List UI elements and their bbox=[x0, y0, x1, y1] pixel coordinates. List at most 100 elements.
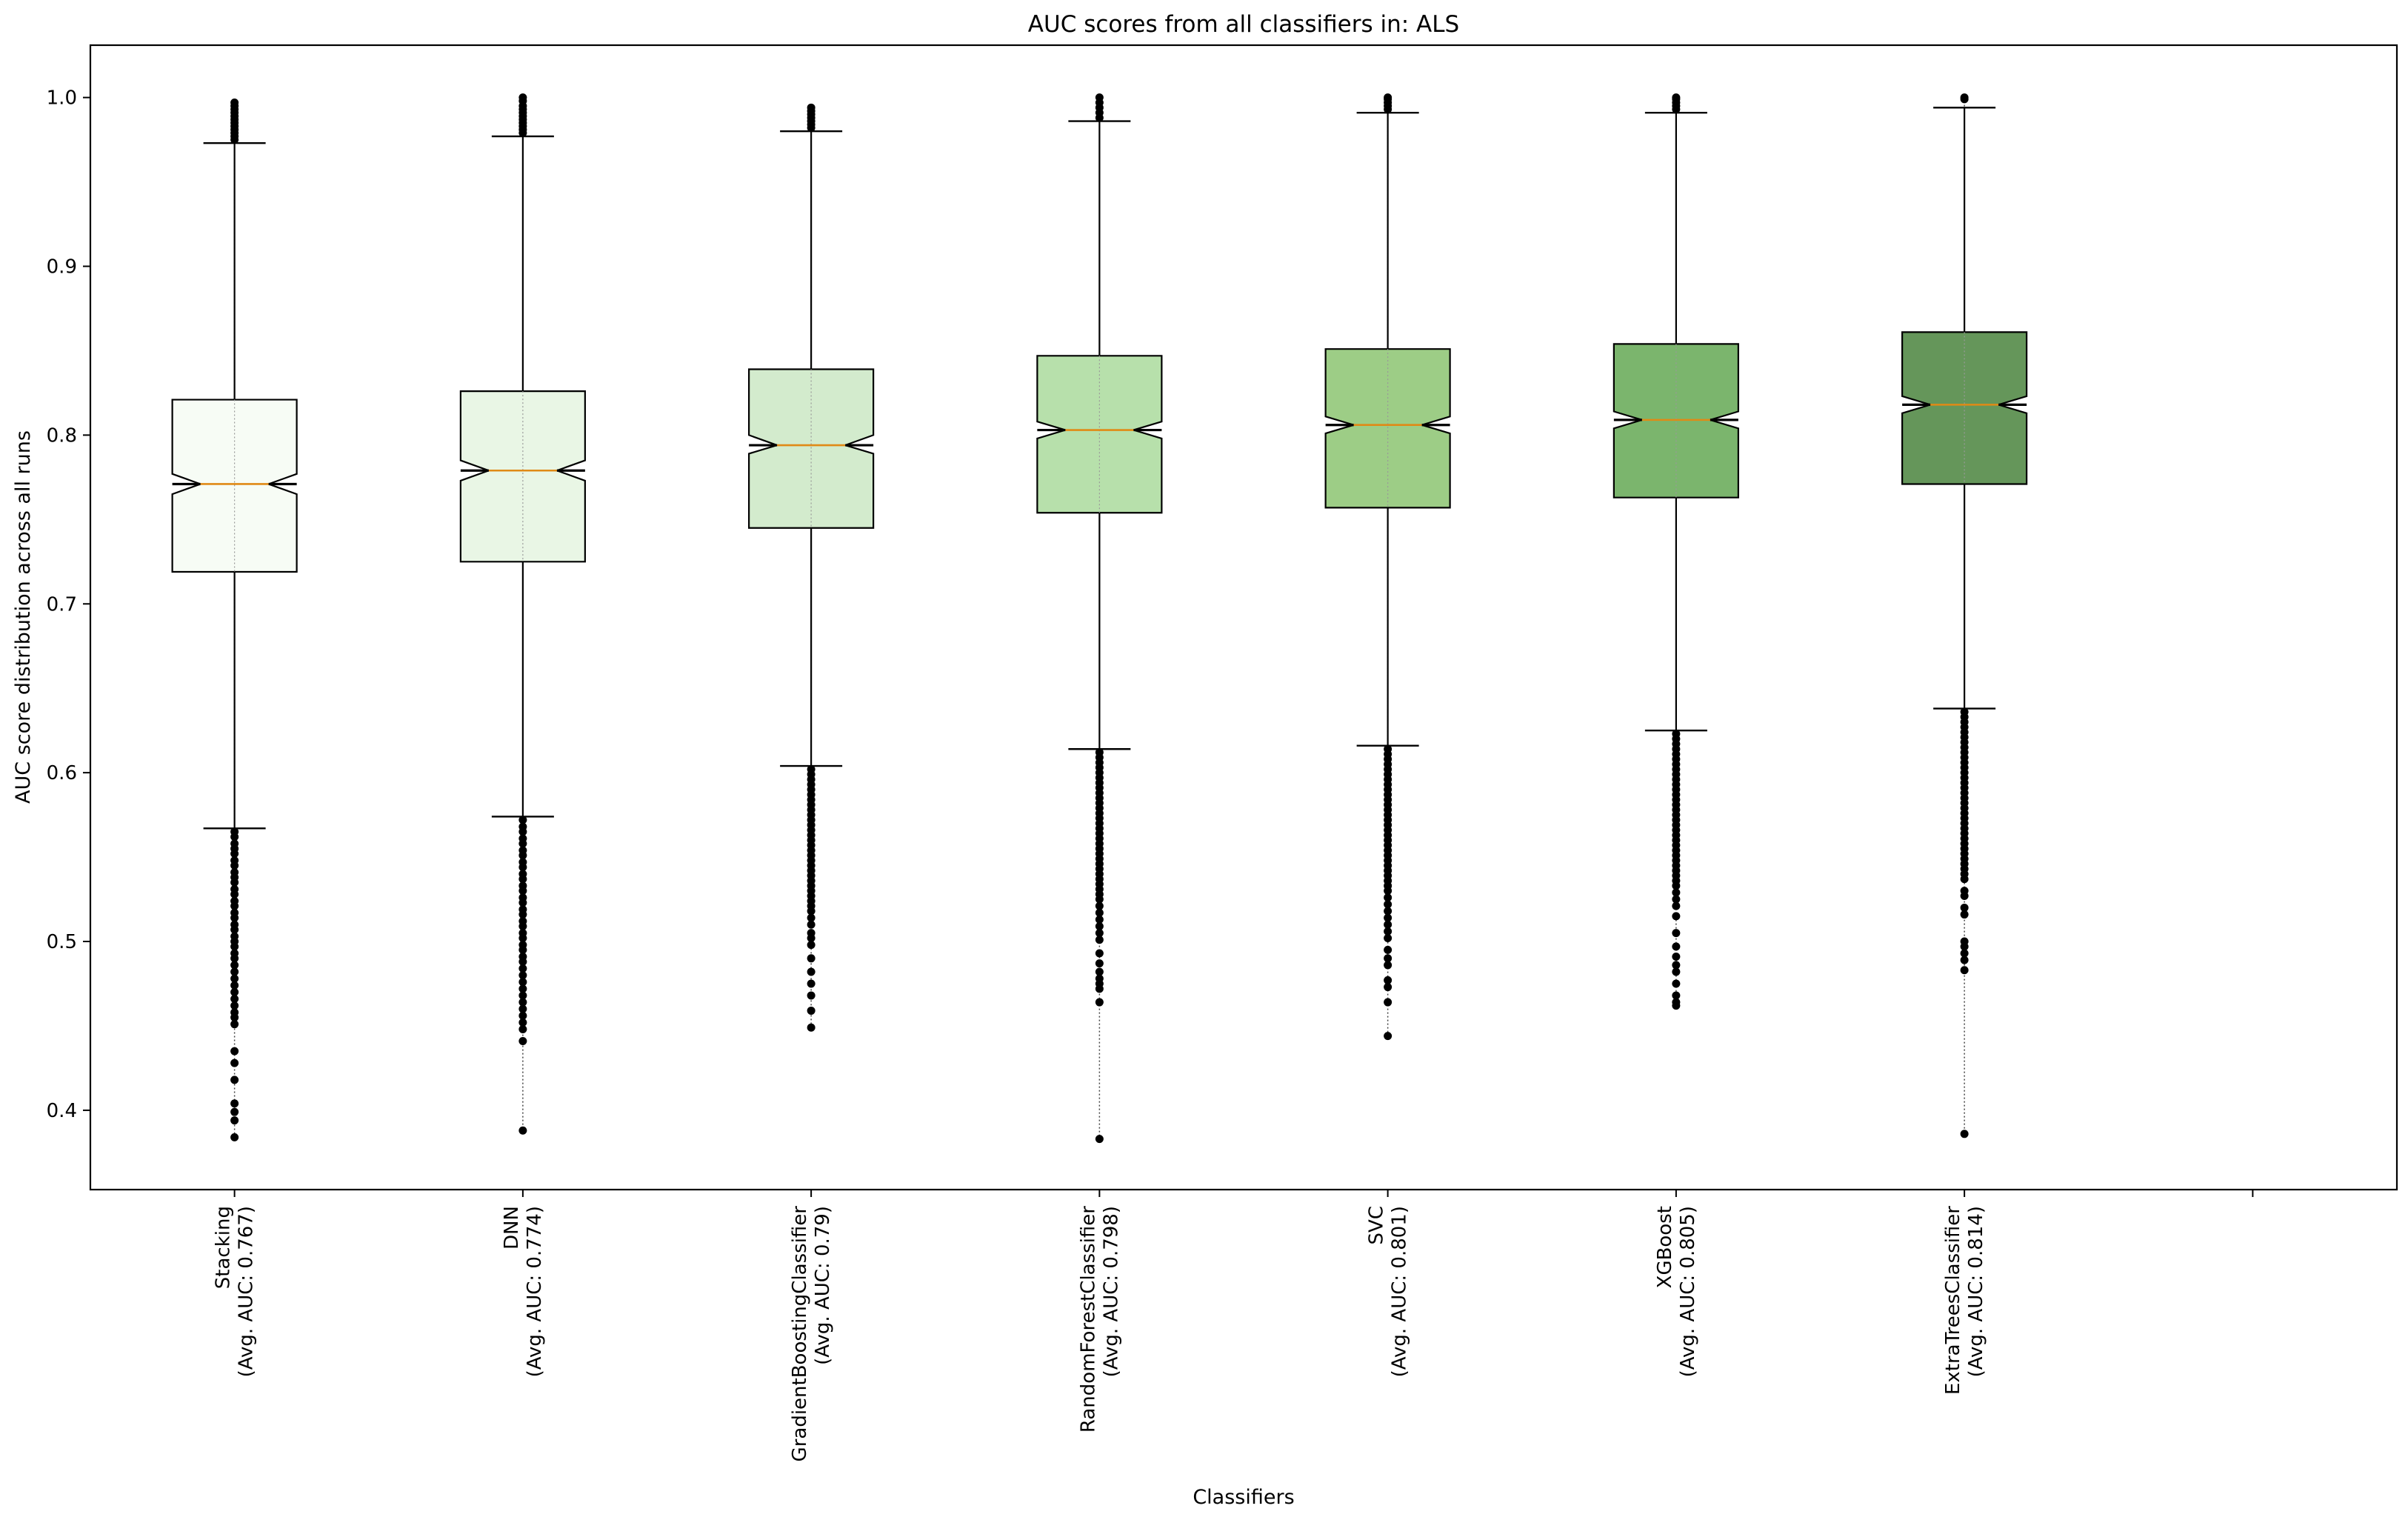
outlier-point bbox=[518, 887, 527, 896]
x-tick-label-avg: (Avg. AUC: 0.814) bbox=[1965, 1206, 1987, 1377]
x-tick-label-name: ExtraTreesClassifier bbox=[1942, 1206, 1964, 1395]
x-tick-label-name: GradientBoostingClassifier bbox=[789, 1206, 811, 1462]
outlier-point bbox=[518, 964, 527, 973]
outlier-point bbox=[230, 987, 239, 996]
x-tick-label-ExtraTreesClassifier: ExtraTreesClassifier(Avg. AUC: 0.814) bbox=[1942, 1206, 1987, 1395]
outlier-point bbox=[1960, 903, 1969, 912]
outlier-point bbox=[1960, 910, 1969, 919]
outlier-point bbox=[1384, 907, 1393, 916]
outlier-point bbox=[1095, 922, 1104, 931]
outlier-point bbox=[230, 878, 239, 887]
box-group-ExtraTreesClassifier bbox=[1901, 93, 2028, 1138]
outlier-point bbox=[1095, 929, 1104, 938]
outlier-point bbox=[807, 103, 816, 112]
outlier-point bbox=[1672, 991, 1681, 1000]
outlier-point bbox=[518, 984, 527, 993]
x-tick-label-name: RandomForestClassifier bbox=[1077, 1206, 1099, 1433]
y-tick-label: 0.4 bbox=[47, 1100, 77, 1122]
x-tick-label-SVC: SVC(Avg. AUC: 0.801) bbox=[1366, 1206, 1411, 1377]
box-group-DNN bbox=[459, 93, 586, 1135]
outlier-point bbox=[1384, 998, 1393, 1007]
outlier-point bbox=[1095, 908, 1104, 917]
x-tick-label-avg: (Avg. AUC: 0.805) bbox=[1677, 1206, 1699, 1377]
outlier-point bbox=[230, 961, 239, 970]
outlier-point bbox=[230, 1001, 239, 1010]
outlier-point bbox=[1960, 942, 1969, 951]
outlier-point bbox=[1960, 956, 1969, 964]
outlier-point bbox=[1384, 920, 1393, 929]
outlier-point bbox=[1672, 967, 1681, 976]
outlier-point bbox=[1672, 881, 1681, 890]
y-tick-label: 0.5 bbox=[47, 931, 77, 953]
outlier-point bbox=[807, 913, 816, 922]
y-tick-label: 0.6 bbox=[47, 762, 77, 784]
outlier-point bbox=[230, 1107, 239, 1116]
outlier-point bbox=[1095, 998, 1104, 1007]
outlier-point bbox=[518, 1004, 527, 1013]
x-tick-label-avg: (Avg. AUC: 0.798) bbox=[1100, 1206, 1122, 1377]
outlier-point bbox=[1095, 915, 1104, 924]
outlier-point bbox=[230, 1058, 239, 1067]
outlier-point bbox=[518, 933, 527, 942]
outlier-point bbox=[1672, 942, 1681, 951]
outlier-point bbox=[807, 933, 816, 942]
outlier-point bbox=[1672, 888, 1681, 897]
outlier-point bbox=[807, 941, 816, 950]
box-body bbox=[1324, 348, 1451, 509]
y-tick-label: 0.9 bbox=[47, 256, 77, 279]
outlier-point bbox=[518, 827, 527, 836]
outlier-point bbox=[518, 998, 527, 1007]
outlier-point bbox=[518, 863, 527, 872]
outlier-point bbox=[807, 954, 816, 963]
outlier-point bbox=[518, 910, 527, 919]
x-tick-label-avg: (Avg. AUC: 0.79) bbox=[812, 1206, 834, 1365]
outlier-point bbox=[1095, 895, 1104, 904]
outlier-point bbox=[1960, 949, 1969, 958]
outlier-point bbox=[807, 1023, 816, 1032]
outlier-point bbox=[1960, 1130, 1969, 1138]
box-group-GradientBoostingClassifier bbox=[748, 103, 875, 1032]
outlier-point bbox=[1095, 93, 1104, 102]
plot-frame bbox=[89, 44, 2398, 1191]
outlier-point bbox=[230, 995, 239, 1003]
outlier-point bbox=[230, 925, 239, 934]
outlier-point bbox=[1384, 961, 1393, 970]
outlier-point bbox=[518, 945, 527, 954]
outlier-point bbox=[518, 922, 527, 931]
outlier-point bbox=[1384, 976, 1393, 984]
outlier-point bbox=[230, 1047, 239, 1056]
chart-title: AUC scores from all classifiers in: ALS bbox=[1028, 11, 1459, 38]
box-group-RandomForestClassifier bbox=[1036, 93, 1163, 1144]
outlier-point bbox=[230, 1076, 239, 1084]
outlier-point bbox=[1672, 93, 1681, 102]
outlier-point bbox=[1672, 901, 1681, 910]
outlier-point bbox=[230, 1099, 239, 1108]
x-tick-label-DNN: DNN(Avg. AUC: 0.774) bbox=[501, 1206, 546, 1377]
y-tick-label: 1.0 bbox=[47, 87, 77, 110]
outlier-point bbox=[1384, 887, 1393, 896]
x-tick-label-name: XGBoost bbox=[1654, 1206, 1676, 1288]
outlier-point bbox=[1384, 893, 1393, 902]
outlier-point bbox=[807, 907, 816, 916]
outlier-point bbox=[230, 833, 239, 841]
outlier-point bbox=[807, 920, 816, 929]
outlier-point bbox=[807, 1006, 816, 1015]
outlier-point bbox=[230, 890, 239, 898]
outlier-point bbox=[1672, 929, 1681, 938]
outlier-point bbox=[1384, 983, 1393, 992]
outlier-point bbox=[1960, 966, 1969, 975]
x-tick-label-avg: (Avg. AUC: 0.801) bbox=[1389, 1206, 1411, 1377]
y-axis: 0.4 0.5 0.6 0.7 0.8 0.9 1.0 bbox=[47, 87, 90, 1122]
outlier-point bbox=[518, 978, 527, 987]
outlier-point bbox=[518, 93, 527, 102]
outlier-point bbox=[1095, 967, 1104, 976]
outlier-point bbox=[1095, 984, 1104, 993]
outlier-point bbox=[230, 861, 239, 870]
outlier-point bbox=[807, 991, 816, 1000]
outlier-point bbox=[518, 875, 527, 884]
outlier-point bbox=[230, 901, 239, 910]
outlier-point bbox=[230, 913, 239, 922]
y-tick-label: 0.8 bbox=[47, 424, 77, 447]
outlier-point bbox=[1384, 93, 1393, 102]
outlier-point bbox=[518, 898, 527, 907]
